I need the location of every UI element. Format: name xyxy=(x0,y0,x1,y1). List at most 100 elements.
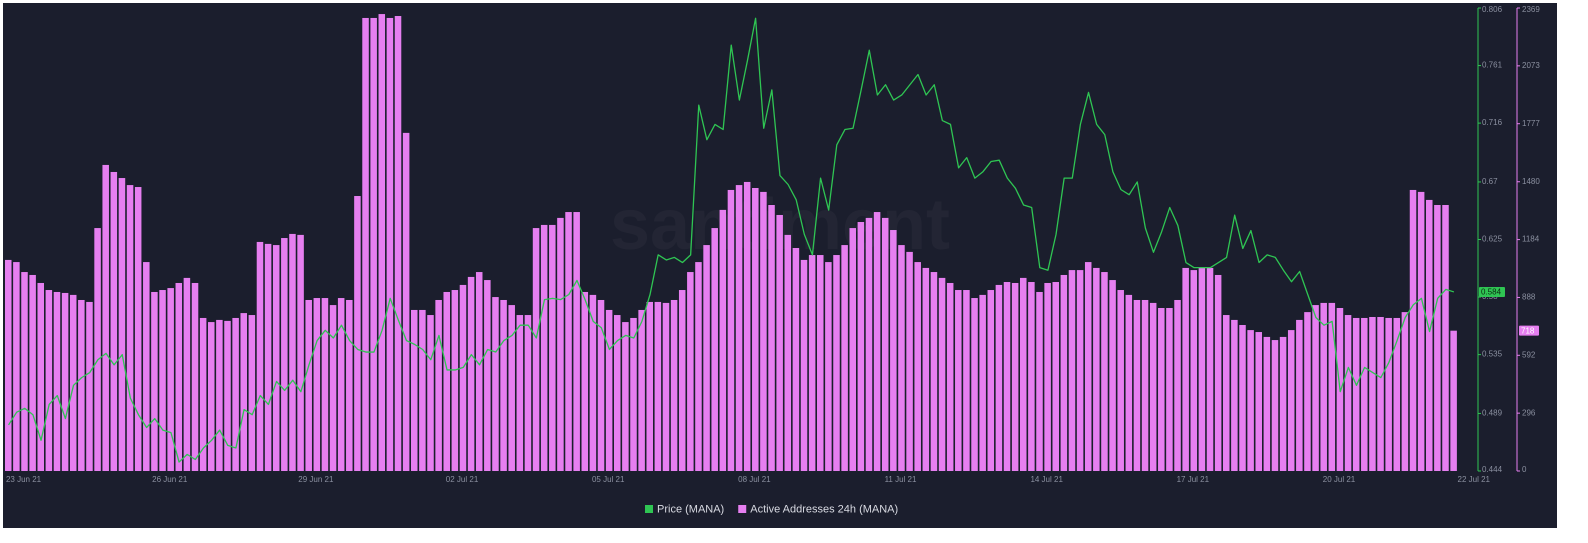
bar xyxy=(589,294,597,471)
bar xyxy=(565,212,572,471)
bar xyxy=(475,272,483,471)
bar xyxy=(126,185,134,472)
y2-tick-label: 2073 xyxy=(1522,61,1540,70)
bar xyxy=(597,299,605,471)
bar xyxy=(240,313,247,471)
bar xyxy=(1190,270,1198,471)
legend-swatch xyxy=(645,505,653,513)
bar xyxy=(549,224,556,471)
bar xyxy=(703,245,710,471)
bar xyxy=(1206,267,1214,471)
bar xyxy=(256,241,264,471)
bar xyxy=(411,309,418,471)
bar xyxy=(1304,312,1311,471)
bar xyxy=(1141,299,1149,471)
bar xyxy=(346,299,353,471)
bar xyxy=(1450,330,1457,471)
bar xyxy=(687,272,694,471)
last-value-badge xyxy=(1479,286,1505,297)
bar xyxy=(305,299,312,471)
y-tick-label: 0.761 xyxy=(1482,61,1503,70)
bar xyxy=(906,251,913,471)
bar xyxy=(638,309,645,471)
y2-tick-label: 888 xyxy=(1522,293,1536,302)
bar xyxy=(45,290,53,471)
bar xyxy=(1361,317,1368,471)
bar xyxy=(971,298,978,471)
bar xyxy=(1052,282,1059,471)
bar xyxy=(1076,270,1084,471)
bar xyxy=(5,259,12,471)
bar xyxy=(768,205,775,471)
bar xyxy=(1287,330,1295,471)
bar xyxy=(151,291,158,471)
bar xyxy=(1312,305,1319,471)
x-tick-label: 08 Jul 21 xyxy=(738,475,771,484)
bar xyxy=(427,315,434,471)
bar xyxy=(1109,280,1116,471)
bar xyxy=(443,291,450,471)
bar xyxy=(573,212,580,471)
bar xyxy=(1352,317,1360,471)
bar xyxy=(1369,316,1376,471)
bar xyxy=(670,299,678,471)
bar xyxy=(646,301,653,471)
bar xyxy=(199,317,207,471)
bar xyxy=(419,309,426,471)
bar xyxy=(102,164,109,471)
bar xyxy=(890,230,897,471)
bar xyxy=(297,234,304,471)
bar xyxy=(248,315,256,471)
bar xyxy=(825,262,832,471)
bar xyxy=(467,276,475,471)
bar xyxy=(955,290,962,471)
bar xyxy=(930,272,938,471)
bar xyxy=(370,17,377,471)
bar xyxy=(1377,316,1384,471)
bar xyxy=(1158,308,1165,471)
bar xyxy=(118,178,126,472)
legend: Price (MANA) Active Addresses 24h (MANA) xyxy=(645,503,898,515)
bar xyxy=(524,315,532,471)
bar xyxy=(264,243,272,471)
bar xyxy=(1296,319,1303,471)
bar xyxy=(1417,191,1425,471)
bar xyxy=(394,16,402,471)
bar xyxy=(800,259,808,471)
bar xyxy=(508,305,515,471)
bar xyxy=(232,317,239,471)
bar xyxy=(1239,325,1246,471)
y2-tick-label: 2369 xyxy=(1522,5,1540,14)
bar xyxy=(808,255,816,471)
bar xyxy=(1068,270,1076,471)
bar xyxy=(1003,282,1011,471)
y2-tick-label: 296 xyxy=(1522,408,1536,417)
bar xyxy=(289,233,296,471)
bar xyxy=(833,255,840,471)
y-tick-label: 0.444 xyxy=(1482,465,1503,474)
bar xyxy=(86,301,93,471)
bar xyxy=(614,315,621,471)
bar xyxy=(946,282,954,471)
bar xyxy=(402,132,410,471)
bar xyxy=(78,299,85,471)
bar xyxy=(1149,302,1157,471)
bar xyxy=(987,290,995,471)
x-tick-label: 26 Jun 21 xyxy=(152,475,188,484)
bar xyxy=(735,185,743,472)
bar xyxy=(719,209,727,471)
bar xyxy=(1125,294,1133,471)
bar xyxy=(1247,330,1254,471)
bar xyxy=(898,245,905,471)
last-value-label: 0.584 xyxy=(1481,288,1502,297)
bar xyxy=(1101,272,1108,471)
bar xyxy=(224,320,231,471)
bar xyxy=(1020,277,1027,471)
bar xyxy=(1401,312,1409,471)
bar xyxy=(61,292,69,471)
bar xyxy=(29,274,36,471)
bar xyxy=(1231,319,1238,471)
bar xyxy=(711,228,718,471)
